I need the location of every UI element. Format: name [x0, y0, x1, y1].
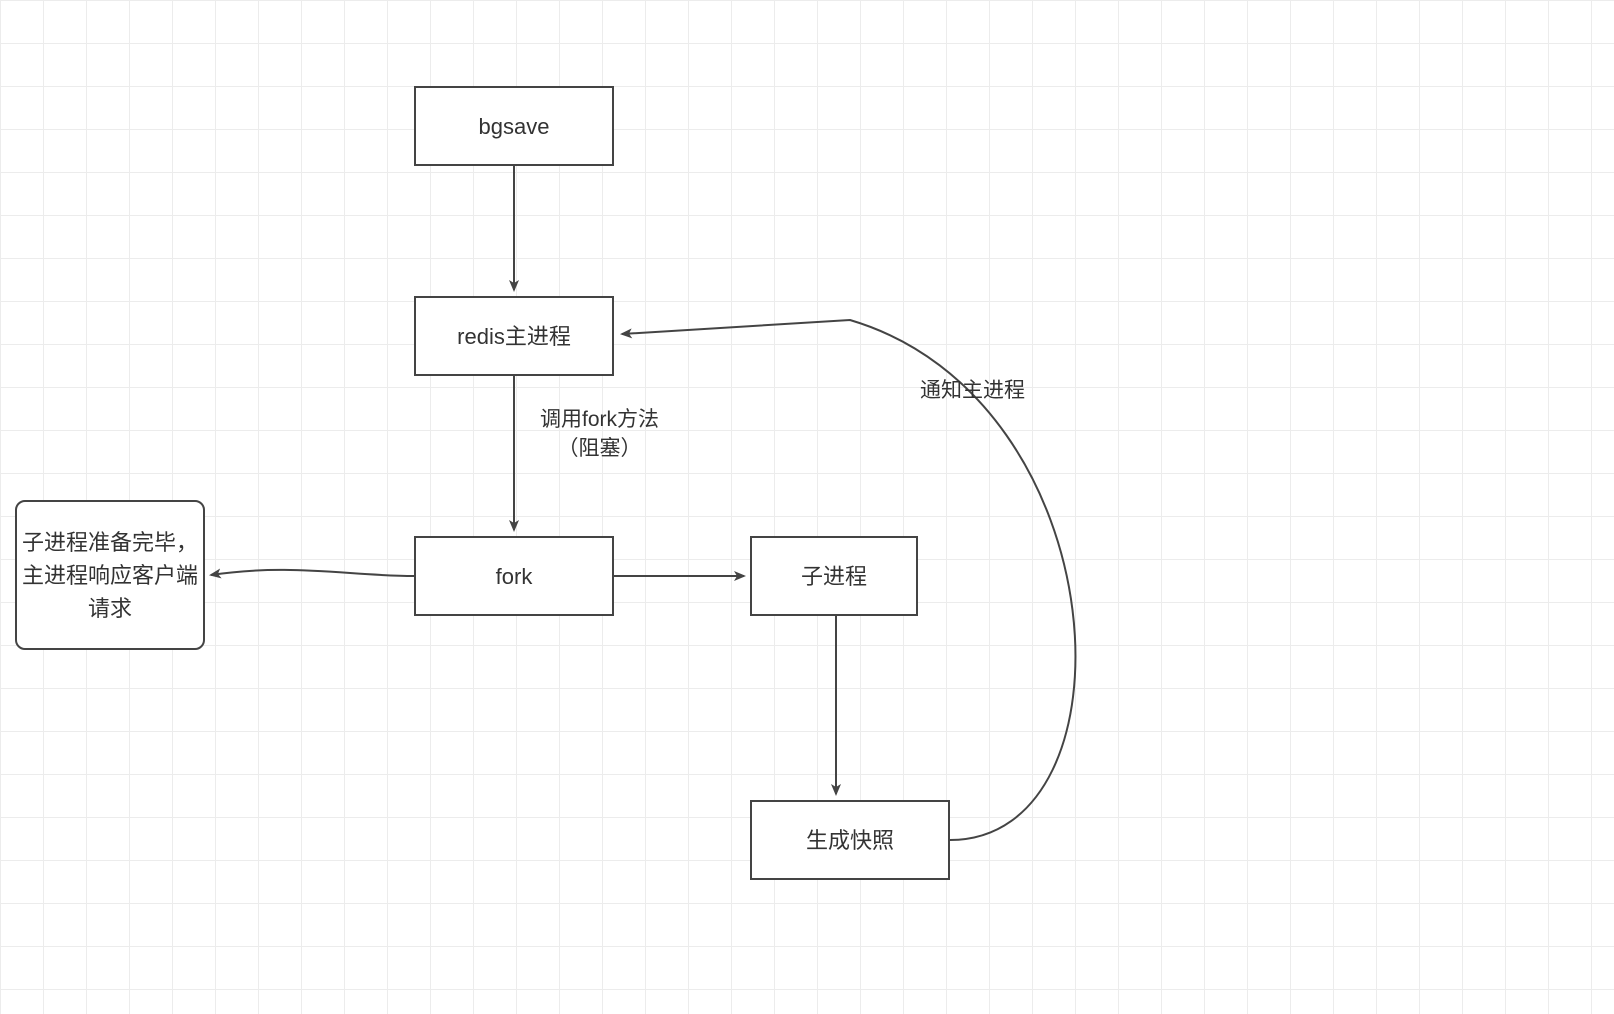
node-fork-label: fork — [496, 560, 533, 593]
node-ready-label: 子进程准备完毕，主进程响应客户端请求 — [17, 526, 203, 625]
node-snapshot: 生成快照 — [750, 800, 950, 880]
node-child-label: 子进程 — [801, 560, 867, 593]
node-redis-label: redis主进程 — [457, 320, 571, 353]
node-snapshot-label: 生成快照 — [806, 824, 894, 857]
edge-label-snapshot-to-redis: 通知主进程 — [920, 376, 1025, 405]
node-fork: fork — [414, 536, 614, 616]
edge-label-redis-to-fork: 调用fork方法 （阻塞） — [540, 405, 659, 464]
node-redis: redis主进程 — [414, 296, 614, 376]
node-bgsave: bgsave — [414, 86, 614, 166]
node-ready: 子进程准备完毕，主进程响应客户端请求 — [15, 500, 205, 650]
node-bgsave-label: bgsave — [479, 110, 550, 143]
node-child: 子进程 — [750, 536, 918, 616]
